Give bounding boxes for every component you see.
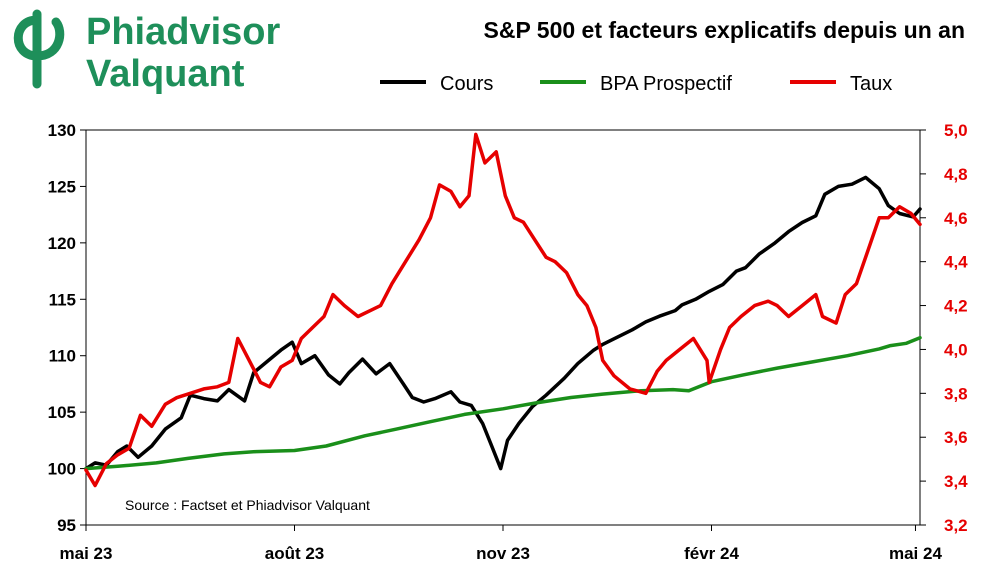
right-tick-label: 3,8 xyxy=(944,384,968,403)
left-axis: 95 100 105 110 115 120 125 130 xyxy=(48,121,86,535)
x-tick-label: mai 23 xyxy=(60,544,113,563)
right-tick-label: 5,0 xyxy=(944,121,968,140)
right-axis: 3,2 3,4 3,6 3,8 4,0 4,2 4,4 4,6 4,8 5,0 xyxy=(920,121,968,535)
chart-title: S&P 500 et facteurs explicatifs depuis u… xyxy=(484,17,965,43)
right-tick-label: 3,2 xyxy=(944,516,968,535)
right-tick-label: 4,8 xyxy=(944,165,968,184)
series-taux-line xyxy=(84,132,922,488)
left-tick-label: 110 xyxy=(49,347,76,366)
right-tick-label: 3,6 xyxy=(944,428,968,447)
x-tick-label: nov 23 xyxy=(476,544,530,563)
series-cours-line xyxy=(84,175,922,471)
left-tick-label: 125 xyxy=(48,177,76,196)
legend-label-taux: Taux xyxy=(850,73,892,95)
legend-label-cours: Cours xyxy=(440,73,493,95)
right-tick-label: 3,4 xyxy=(944,472,968,491)
x-tick-label: févr 24 xyxy=(684,544,739,563)
left-tick-label: 105 xyxy=(48,403,76,422)
series-lines xyxy=(84,132,922,488)
source-note: Source : Factset et Phiadvisor Valquant xyxy=(125,497,370,513)
right-tick-label: 4,6 xyxy=(944,209,968,228)
x-tick-label: mai 24 xyxy=(889,544,942,563)
right-tick-label: 4,0 xyxy=(944,340,968,359)
legend: Cours BPA Prospectif Taux xyxy=(380,73,892,95)
brand-name-line1: Phiadvisor xyxy=(86,11,280,53)
x-axis: mai 23 août 23 nov 23 févr 24 mai 24 xyxy=(60,525,942,563)
x-tick-label: août 23 xyxy=(265,544,325,563)
left-tick-label: 95 xyxy=(57,516,76,535)
series-bpa-line xyxy=(84,335,922,471)
left-tick-label: 115 xyxy=(49,290,76,309)
right-tick-label: 4,4 xyxy=(944,253,968,272)
brand-name-line2: Valquant xyxy=(86,53,245,95)
left-tick-label: 120 xyxy=(48,234,76,253)
legend-label-bpa: BPA Prospectif xyxy=(600,73,732,95)
left-tick-label: 130 xyxy=(48,121,76,140)
phi-logo-icon xyxy=(13,9,65,89)
brand-logo: Phiadvisor Valquant xyxy=(13,9,280,95)
left-tick-label: 100 xyxy=(48,460,76,479)
right-tick-label: 4,2 xyxy=(944,297,968,316)
